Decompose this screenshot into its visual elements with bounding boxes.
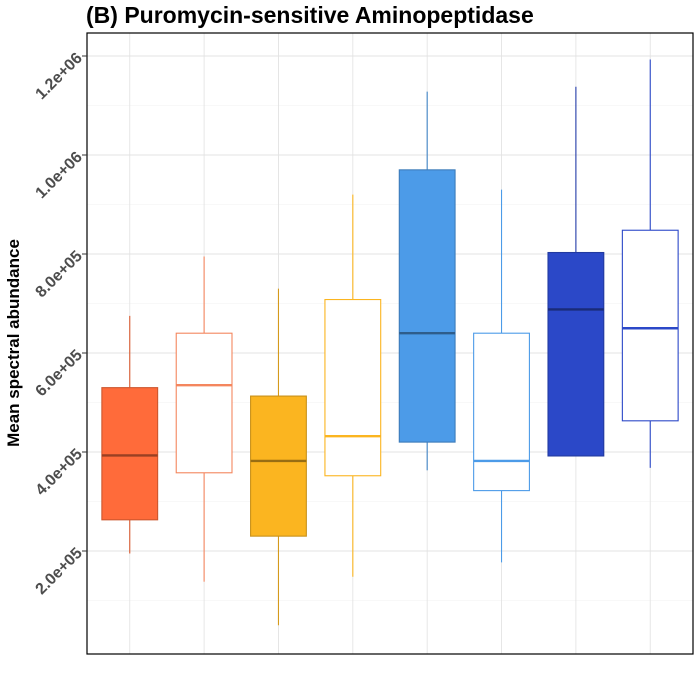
box [250,395,307,537]
y-tick-label: 2.0e+05 [33,545,86,598]
y-tick-label: 4.0e+05 [33,446,86,499]
y-tick-label: 1.2e+06 [33,50,86,103]
box [175,332,233,474]
box [621,229,679,422]
chart-title: (B) Puromycin-sensitive Aminopeptidase [86,2,534,28]
y-tick-label: 1.0e+06 [33,149,86,202]
box [473,332,530,492]
y-tick-label: 6.0e+05 [33,347,86,400]
box [398,169,456,443]
box [547,251,605,457]
y-tick-label: 8.0e+05 [33,248,86,301]
box [324,298,382,477]
box [101,387,159,521]
plot-border [86,32,694,655]
